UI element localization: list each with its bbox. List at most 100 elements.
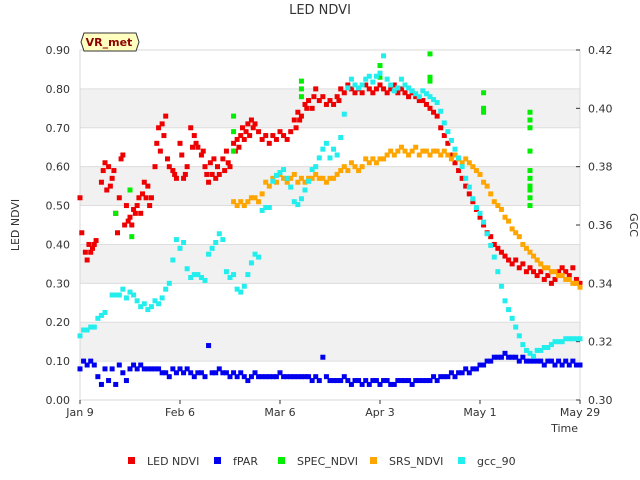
data-point <box>95 315 101 321</box>
legend-marker <box>370 457 377 464</box>
data-point <box>527 175 533 181</box>
data-point <box>413 144 419 150</box>
data-point <box>406 378 412 384</box>
legend-item: LED NDVI <box>128 455 199 468</box>
data-point <box>179 152 185 158</box>
data-point <box>416 152 422 158</box>
data-point <box>206 343 212 349</box>
data-point <box>102 366 108 372</box>
data-point <box>227 164 233 170</box>
data-point <box>222 168 228 174</box>
data-point <box>527 350 533 356</box>
data-point <box>363 82 369 88</box>
data-point <box>323 374 329 380</box>
data-point <box>288 374 294 380</box>
data-point <box>473 168 479 174</box>
data-point <box>302 187 308 193</box>
data-point <box>263 133 269 139</box>
data-point <box>431 148 437 154</box>
legend-marker <box>214 457 221 464</box>
data-point <box>163 370 169 376</box>
data-point <box>509 315 515 321</box>
data-point <box>123 203 129 209</box>
data-point <box>445 374 451 380</box>
data-point <box>420 88 426 94</box>
data-point <box>320 94 326 100</box>
data-point <box>293 125 299 131</box>
data-point <box>113 210 119 216</box>
data-point <box>248 374 254 380</box>
data-point <box>98 312 104 318</box>
data-point <box>538 261 544 267</box>
data-point <box>134 203 140 209</box>
data-point <box>327 98 333 104</box>
data-point <box>352 90 358 96</box>
data-point <box>388 86 394 92</box>
data-point <box>527 148 533 154</box>
data-point <box>136 195 142 201</box>
data-point <box>213 175 219 181</box>
data-point <box>216 171 222 177</box>
data-point <box>91 362 97 368</box>
data-point <box>463 156 469 162</box>
data-point <box>470 164 476 170</box>
data-point <box>548 342 554 348</box>
data-point <box>297 117 303 123</box>
data-point <box>231 148 237 154</box>
data-point <box>116 362 122 368</box>
data-point <box>131 362 137 368</box>
data-point <box>427 378 433 384</box>
data-point <box>252 251 258 257</box>
data-point <box>227 374 233 380</box>
data-point <box>484 358 490 364</box>
data-point <box>284 179 290 185</box>
data-point <box>395 85 401 91</box>
data-point <box>115 230 120 236</box>
data-point <box>516 234 522 240</box>
data-point <box>541 276 547 282</box>
data-point <box>234 203 240 209</box>
data-point <box>452 160 458 166</box>
plot-band <box>80 322 580 362</box>
data-point <box>88 358 94 364</box>
data-point <box>331 175 337 181</box>
data-point <box>548 280 554 286</box>
data-point <box>106 164 112 170</box>
data-point <box>348 381 354 387</box>
data-point <box>448 137 454 143</box>
data-point <box>184 164 190 170</box>
data-point <box>220 156 226 162</box>
data-point <box>248 260 254 266</box>
data-point <box>266 183 272 189</box>
data-point <box>573 336 579 342</box>
data-point <box>231 272 237 278</box>
data-point <box>284 175 290 181</box>
data-point <box>331 378 337 384</box>
data-point <box>352 378 358 384</box>
data-point <box>252 121 258 127</box>
data-point <box>495 354 501 360</box>
data-point <box>184 366 190 372</box>
data-point <box>236 144 242 150</box>
data-point <box>234 374 240 380</box>
data-point <box>463 366 469 372</box>
data-point <box>198 275 204 280</box>
data-point <box>127 187 133 193</box>
data-point <box>220 237 226 243</box>
data-point <box>191 133 197 139</box>
data-point <box>527 249 533 255</box>
chart-title: LED NDVI <box>289 3 351 18</box>
data-point <box>527 109 533 115</box>
x-tick-label: Apr 3 <box>365 406 395 419</box>
data-point <box>270 374 276 380</box>
data-point <box>509 354 515 360</box>
data-point <box>416 94 422 100</box>
data-point <box>481 179 487 185</box>
data-point <box>470 199 476 205</box>
data-point <box>131 292 137 298</box>
data-point <box>356 378 362 384</box>
data-point <box>195 370 201 376</box>
data-point <box>427 74 433 80</box>
data-point <box>206 179 212 185</box>
data-point <box>466 184 472 190</box>
